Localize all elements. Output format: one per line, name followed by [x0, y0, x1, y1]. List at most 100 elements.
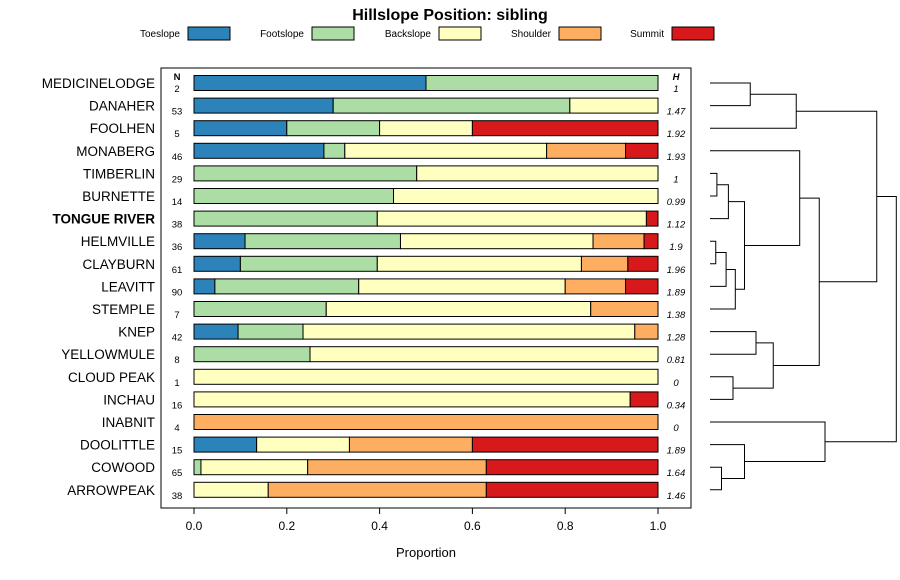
category-label-burnette: BURNETTE [82, 189, 155, 204]
n-value-foolhen: 5 [174, 129, 179, 140]
x-tick-label: 0.8 [557, 519, 574, 533]
bar-segment-clayburn-footslope [239, 255, 378, 272]
plot-frame [160, 67, 692, 509]
legend-label-backslope: Backslope [385, 29, 432, 40]
bar-row-knep [193, 323, 659, 340]
category-label-tongue-river: TONGUE RIVER [52, 212, 155, 227]
bar-segment-cowood-backslope [200, 459, 309, 476]
h-value-leavitt: 1.89 [667, 287, 686, 298]
dendrogram-link [825, 196, 897, 443]
h-value-monaberg: 1.93 [667, 152, 686, 163]
dendrogram-link [710, 184, 729, 220]
dendrogram-link [728, 201, 745, 290]
dendrogram-link [733, 342, 774, 389]
legend-label-footslope: Footslope [260, 29, 304, 40]
bar-segment-monaberg-shoulder [546, 142, 627, 159]
bar-segment-yellowmule-footslope [193, 346, 311, 363]
bar-segment-tongue-river-footslope [193, 210, 378, 227]
h-value-knep: 1.28 [667, 333, 686, 344]
bar-segment-clayburn-shoulder [580, 255, 629, 272]
bar-segment-arrowpeak-summit [485, 481, 659, 498]
x-axis: 0.0 0.2 0.4 0.6 0.8 1.0 [186, 508, 667, 533]
bar-segment-tongue-river-summit [645, 210, 659, 227]
x-tick-label: 0.4 [371, 519, 388, 533]
dendrogram-link [710, 421, 826, 463]
bar-segment-monaberg-toeslope [193, 142, 325, 159]
bar-segment-helmville-backslope [399, 233, 594, 250]
bar-segment-inabnit-shoulder [193, 414, 659, 430]
dendrogram-link [710, 444, 745, 479]
bar-row-stemple [193, 301, 659, 317]
bar-segment-clayburn-backslope [376, 255, 582, 272]
category-label-clayburn: CLAYBURN [82, 257, 155, 272]
bar-segment-foolhen-toeslope [193, 120, 288, 137]
bar-segment-stemple-footslope [193, 301, 327, 317]
category-label-knep: KNEP [118, 325, 155, 340]
bar-segment-leavitt-summit [625, 278, 659, 295]
legend-swatch-toeslope [187, 26, 231, 41]
n-value-cowood: 65 [172, 468, 183, 479]
bar-segment-danaher-footslope [332, 97, 571, 114]
bar-row-danaher [193, 97, 659, 114]
bar-row-monaberg [193, 142, 659, 159]
dendrogram-link [710, 376, 734, 400]
category-label-inabnit: INABNIT [102, 415, 155, 430]
h-value-yellowmule: 0.81 [667, 355, 686, 366]
x-axis-label: Proportion [396, 545, 456, 560]
bar-segment-helmville-footslope [244, 233, 401, 250]
bar-segment-doolittle-toeslope [193, 436, 258, 453]
dendrogram-link [710, 466, 722, 491]
h-value-cowood: 1.64 [667, 468, 686, 479]
bar-row-leavitt [193, 278, 659, 295]
n-value-tongue-river: 38 [172, 220, 183, 231]
h-value-arrowpeak: 1.46 [667, 491, 686, 502]
category-label-yellowmule: YELLOWMULE [61, 347, 155, 362]
h-value-foolhen: 1.92 [667, 129, 686, 140]
bar-row-cowood [193, 459, 659, 476]
bar-segment-foolhen-summit [471, 120, 659, 137]
dendrogram-link [773, 197, 820, 366]
h-value-cloud-peak: 0 [673, 378, 679, 389]
bar-segment-clayburn-summit [627, 255, 659, 272]
n-value-helmville: 36 [172, 242, 183, 253]
h-value-helmville: 1.9 [669, 242, 683, 253]
bar-row-foolhen [193, 120, 659, 137]
x-tick-label: 0.0 [186, 519, 203, 533]
x-tick-label: 0.6 [464, 519, 481, 533]
legend-swatch-summit [671, 26, 715, 41]
legend-label-toeslope: Toeslope [140, 29, 180, 40]
h-value-burnette: 0.99 [667, 197, 686, 208]
h-column-header: H [673, 72, 681, 83]
x-tick-label: 1.0 [650, 519, 667, 533]
n-value-arrowpeak: 38 [172, 491, 183, 502]
h-value-inchau: 0.34 [667, 400, 686, 411]
bar-row-cloud-peak [193, 368, 659, 385]
n-value-burnette: 14 [172, 197, 183, 208]
category-label-monaberg: MONABERG [76, 144, 155, 159]
n-value-cloud-peak: 1 [174, 378, 179, 389]
bar-row-helmville [193, 233, 659, 250]
n-value-doolittle: 15 [172, 446, 183, 457]
h-value-stemple: 1.38 [667, 310, 686, 321]
h-value-inabnit: 0 [673, 423, 679, 434]
bar-segment-doolittle-summit [471, 436, 659, 453]
dendrogram-link [710, 240, 717, 265]
bar-segment-timberlin-backslope [416, 165, 659, 182]
n-value-medicinelodge: 2 [174, 84, 179, 95]
h-value-danaher: 1.47 [667, 107, 686, 118]
bar-segment-danaher-backslope [569, 97, 659, 114]
category-label-helmville: HELMVILLE [81, 234, 155, 249]
n-value-leavitt: 90 [172, 287, 183, 298]
h-value-clayburn: 1.96 [667, 265, 686, 276]
category-label-medicinelodge: MEDICINELODGE [42, 76, 155, 91]
bar-segment-knep-toeslope [193, 323, 239, 340]
category-label-cloud-peak: CLOUD PEAK [68, 370, 155, 385]
category-label-cowood: COWOOD [91, 460, 155, 475]
n-value-timberlin: 29 [172, 174, 183, 185]
legend-swatch-backslope [438, 26, 482, 41]
legend-label-shoulder: Shoulder [511, 29, 552, 40]
bar-segment-doolittle-backslope [256, 436, 350, 453]
bar-segment-inchau-backslope [193, 391, 631, 408]
bar-segment-cowood-footslope [193, 459, 202, 476]
